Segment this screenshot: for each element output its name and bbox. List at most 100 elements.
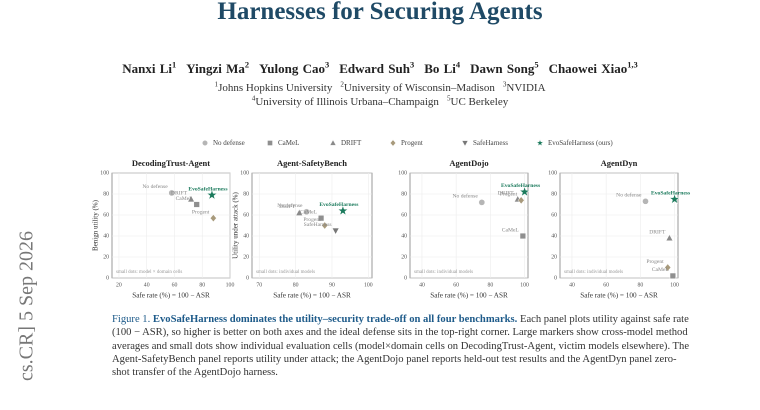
x-tick-label: 60 xyxy=(453,282,459,288)
author-sup: 3 xyxy=(409,60,415,70)
y-tick-label: 40 xyxy=(551,233,557,239)
panel-title: AgentDyn xyxy=(601,158,638,168)
legend-label: Progent xyxy=(401,139,423,147)
x-tick-label: 60 xyxy=(603,282,609,288)
legend-label: CaMeL xyxy=(278,139,299,147)
y-tick-label: 0 xyxy=(246,275,249,281)
affiliation-line: 1Johns Hopkins University 2University of … xyxy=(0,80,760,94)
legend-marker xyxy=(389,139,397,147)
legend-marker xyxy=(267,140,273,146)
author: Yingzi Ma2 xyxy=(186,60,250,76)
point-label: Progent xyxy=(500,192,518,198)
caption-body: Each panel plots utility against safe ra… xyxy=(112,314,690,379)
point-label: Progent xyxy=(646,259,664,265)
author-name: Chaowei Xiao xyxy=(548,61,628,77)
data-point xyxy=(665,233,674,242)
panel-title: DecodingTrust-Agent xyxy=(132,158,210,168)
plot-area xyxy=(251,172,373,279)
affiliation-sup: 4 xyxy=(251,94,256,102)
x-tick-label: 100 xyxy=(364,282,373,288)
figure-caption: Figure 1. EvoSafeHarness dominates the u… xyxy=(112,313,692,379)
data-point xyxy=(517,196,525,205)
point-label: DRIFT xyxy=(498,191,515,197)
point-label: EvoSafeHarness xyxy=(501,183,541,189)
paper-title: Harnesses for Securing Agents xyxy=(217,0,543,25)
affiliation: 5UC Berkeley xyxy=(446,94,508,108)
y-tick-label: 100 xyxy=(398,170,407,176)
affiliation: 1Johns Hopkins University xyxy=(214,80,333,94)
y-tick-label: 100 xyxy=(240,170,249,176)
data-point xyxy=(303,208,310,216)
affiliation-sup: 2 xyxy=(340,80,344,88)
y-tick-label: 100 xyxy=(100,170,109,176)
x-axis-label: Safe rate (%) = 100 − ASR xyxy=(273,292,351,300)
panel-title: Agent-SafetyBench xyxy=(277,158,347,168)
y-tick-label: 20 xyxy=(401,254,407,260)
affiliation: 3NVIDIA xyxy=(503,80,546,94)
affiliation: 4University of Illinois Urbana–Champaign xyxy=(251,94,439,108)
author-sup: 1 xyxy=(172,60,177,70)
legend-marker xyxy=(461,140,469,147)
y-tick-label: 20 xyxy=(243,254,249,260)
author-name: Nanxi Li xyxy=(122,61,173,77)
x-tick-label: 80 xyxy=(637,282,643,288)
affiliation-name: Johns Hopkins University xyxy=(218,81,333,94)
point-label: DRIFT xyxy=(279,204,296,210)
author-name: Dawn Song xyxy=(470,61,535,77)
affiliation-sup: 5 xyxy=(446,94,451,102)
x-tick-label: 40 xyxy=(569,282,575,288)
point-label: DRIFT xyxy=(171,191,188,197)
point-label: CaMeL xyxy=(300,209,318,215)
point-label: EvoSafeHarness xyxy=(651,191,691,197)
x-tick-label: 40 xyxy=(144,282,150,288)
data-point xyxy=(664,263,672,272)
panel-note: small dots: individual models xyxy=(564,270,623,275)
point-label: CaMeL xyxy=(502,227,520,233)
x-axis-label: Safe rate (%) = 100 − ASR xyxy=(430,292,508,300)
author-sup: 1,3 xyxy=(627,60,638,70)
data-point xyxy=(668,193,681,205)
x-tick-label: 60 xyxy=(172,282,178,288)
x-tick-label: 20 xyxy=(116,282,122,288)
author-sup: 4 xyxy=(455,60,461,70)
data-point xyxy=(206,188,218,200)
data-point xyxy=(331,227,340,235)
y-tick-label: 80 xyxy=(243,191,249,197)
y-tick-label: 80 xyxy=(103,191,109,197)
point-label: SafeHarness xyxy=(304,221,332,228)
point-label: No defense xyxy=(616,192,642,199)
point-label: DRIFT xyxy=(649,229,666,235)
author-list: Nanxi Li1 Yingzi Ma2 Yulong Cao3 Edward Suh… xyxy=(0,60,760,77)
legend-marker xyxy=(202,140,208,146)
legend-marker xyxy=(329,139,337,146)
data-point xyxy=(317,215,325,222)
author-name: Bo Li xyxy=(424,61,456,77)
legend-label: DRIFT xyxy=(341,139,362,147)
y-tick-label: 0 xyxy=(554,275,557,281)
author-name: Yulong Cao xyxy=(259,61,326,77)
data-point xyxy=(642,198,649,205)
affiliation-sup: 1 xyxy=(214,80,219,88)
data-point xyxy=(337,204,349,216)
author-name: Edward Suh xyxy=(339,61,410,77)
data-point xyxy=(209,214,217,223)
data-point xyxy=(669,272,676,280)
x-tick-label: 70 xyxy=(256,282,262,288)
x-axis-label: Safe rate (%) = 100 − ASR xyxy=(580,292,658,300)
affiliation-line: 4University of Illinois Urbana–Champaign… xyxy=(0,94,760,108)
author-sup: 2 xyxy=(244,60,250,70)
author: Yulong Cao3 xyxy=(259,60,329,77)
point-label: Progent xyxy=(303,217,321,223)
data-point xyxy=(478,199,486,206)
point-label: EvoSafeHarness xyxy=(188,186,228,192)
point-label: CaMeL xyxy=(652,267,670,273)
caption-lead: EvoSafeHarness dominates the utility–sec… xyxy=(152,314,518,325)
x-tick-label: 100 xyxy=(670,282,679,288)
x-axis-label: Safe rate (%) = 100 − ASR xyxy=(132,292,210,300)
author: Edward Suh3 xyxy=(339,60,415,77)
x-tick-label: 40 xyxy=(419,282,425,288)
data-point xyxy=(193,201,200,208)
legend-marker xyxy=(535,138,545,147)
y-tick-label: 80 xyxy=(401,191,407,197)
